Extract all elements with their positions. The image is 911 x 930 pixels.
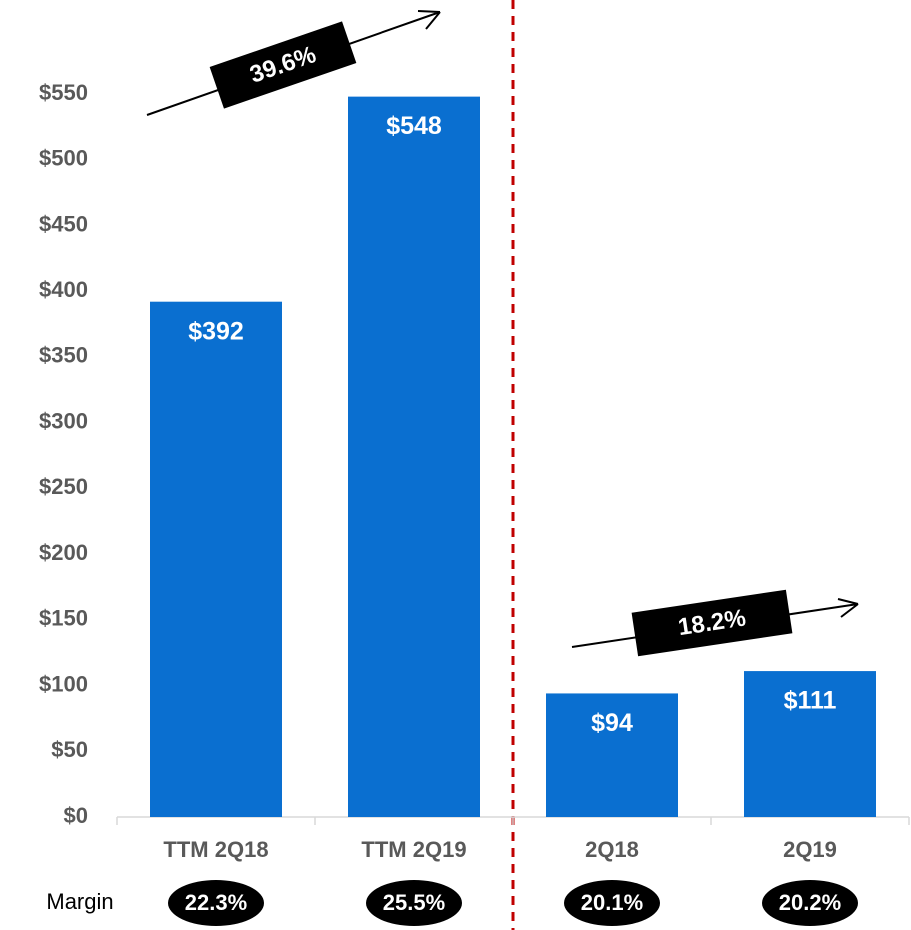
y-tick-label: $50	[51, 737, 88, 762]
y-tick-label: $200	[39, 540, 88, 565]
y-tick-label: $400	[39, 277, 88, 302]
value-label: $111	[784, 687, 837, 715]
value-label: $548	[386, 112, 442, 140]
value-label: $392	[188, 317, 244, 345]
y-tick-label: $300	[39, 408, 88, 433]
y-tick-label: $450	[39, 211, 88, 236]
bar	[744, 671, 876, 817]
value-label: $94	[591, 709, 633, 737]
y-tick-label: $100	[39, 671, 88, 696]
margin-label: Margin	[46, 889, 113, 914]
x-tick-label: 2Q19	[783, 837, 837, 862]
y-tick-label: $500	[39, 146, 88, 171]
margin-badge	[564, 880, 660, 926]
x-tick-label: 2Q18	[585, 837, 639, 862]
margin-value: 20.2%	[779, 890, 841, 915]
margin-value: 25.5%	[383, 890, 445, 915]
y-tick-label: $550	[39, 80, 88, 105]
y-tick-label: $150	[39, 606, 88, 631]
y-tick-label: $0	[64, 803, 88, 828]
y-tick-label: $250	[39, 474, 88, 499]
margin-badge	[168, 880, 264, 926]
growth-arrow: 39.6%	[146, 10, 441, 116]
bar	[150, 301, 282, 817]
margin-value: 20.1%	[581, 890, 643, 915]
margin-badge	[762, 880, 858, 926]
margin-value: 22.3%	[185, 890, 247, 915]
growth-arrow: 18.2%	[571, 589, 859, 657]
bar	[546, 693, 678, 817]
y-tick-label: $350	[39, 343, 88, 368]
x-tick-label: TTM 2Q19	[361, 837, 466, 862]
bar	[348, 96, 480, 817]
x-tick-label: TTM 2Q18	[163, 837, 268, 862]
margin-badge	[366, 880, 462, 926]
